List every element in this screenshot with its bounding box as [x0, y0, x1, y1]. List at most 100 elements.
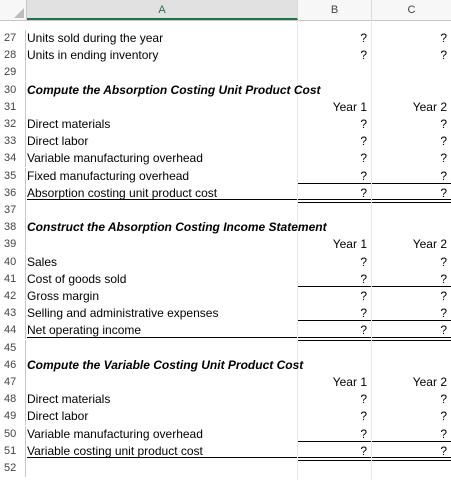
row-number[interactable]: 37	[0, 202, 26, 219]
cell-a[interactable]: Construct the Absorption Costing Income …	[27, 220, 327, 234]
cell-c[interactable]: Year 2	[412, 100, 447, 114]
cell-b[interactable]: ?	[360, 151, 367, 165]
row-number[interactable]: 46	[0, 357, 26, 374]
row-number[interactable]: 31	[0, 99, 26, 116]
row-number[interactable]: 28	[0, 47, 26, 64]
cell-b[interactable]	[298, 82, 371, 99]
cell-a[interactable]: Sales	[27, 255, 58, 269]
cell-a[interactable]: Units sold during the year	[27, 31, 164, 45]
cell-c[interactable]: ?	[440, 255, 447, 269]
cell-a[interactable]: Compute the Variable Costing Unit Produc…	[27, 358, 304, 372]
cell-b[interactable]: Year 1	[332, 375, 367, 389]
cell-b[interactable]: ?	[360, 134, 367, 148]
cell-b[interactable]: ?	[360, 427, 367, 441]
cell-b[interactable]: ?	[360, 409, 367, 423]
cell-a[interactable]: Selling and administrative expenses	[27, 306, 219, 320]
row-number[interactable]: 43	[0, 305, 26, 322]
row-number[interactable]: 36	[0, 185, 26, 202]
cell-b[interactable]: ?	[360, 272, 367, 286]
cell-a[interactable]: Direct labor	[27, 134, 89, 148]
cell-b[interactable]	[298, 219, 371, 236]
cell-b[interactable]: ?	[360, 48, 367, 62]
cell-c[interactable]: ?	[440, 289, 447, 303]
cell-a[interactable]: Variable manufacturing overhead	[27, 427, 203, 441]
cell-c[interactable]	[372, 340, 451, 357]
cell-b[interactable]	[298, 202, 371, 219]
cell-a[interactable]	[27, 374, 297, 391]
cell-b[interactable]: Year 1	[332, 237, 367, 251]
cell-a[interactable]	[27, 202, 297, 219]
cell-a[interactable]: Direct materials	[27, 392, 111, 406]
cell-a[interactable]: Cost of goods sold	[27, 272, 127, 286]
cell-c[interactable]	[372, 357, 451, 374]
cell-b[interactable]	[298, 357, 371, 374]
row-number[interactable]: 48	[0, 391, 26, 408]
cell-c[interactable]: ?	[440, 169, 447, 183]
row-number[interactable]: 30	[0, 82, 26, 99]
cell-a[interactable]	[27, 460, 297, 477]
row-number[interactable]: 49	[0, 408, 26, 425]
cell-a[interactable]: Units in ending inventory	[27, 48, 159, 62]
cell-c[interactable]: ?	[440, 48, 447, 62]
cell-c[interactable]	[372, 64, 451, 81]
cell-c[interactable]: ?	[440, 409, 447, 423]
cell-b[interactable]: ?	[360, 117, 367, 131]
column-header-a[interactable]: A	[27, 0, 298, 20]
row-number[interactable]: 29	[0, 64, 26, 81]
cell-c[interactable]: ?	[440, 117, 447, 131]
select-all-corner[interactable]	[0, 0, 27, 20]
cell-c[interactable]: ?	[440, 134, 447, 148]
row-number[interactable]: 47	[0, 374, 26, 391]
row-number[interactable]: 50	[0, 426, 26, 443]
row-number[interactable]: 27	[0, 30, 26, 47]
cell-a[interactable]: Gross margin	[27, 289, 100, 303]
cell-a[interactable]	[27, 236, 297, 253]
cell-b[interactable]: ?	[360, 392, 367, 406]
cell-a[interactable]: Variable manufacturing overhead	[27, 151, 203, 165]
cell-a[interactable]: Net operating income	[27, 323, 142, 337]
cell-c[interactable]: ?	[440, 186, 447, 200]
row-number[interactable]: 38	[0, 219, 26, 236]
cell-a[interactable]: Absorption costing unit product cost	[27, 186, 218, 200]
cell-c[interactable]: ?	[440, 323, 447, 337]
cell-c[interactable]: ?	[440, 444, 447, 458]
cell-c[interactable]: ?	[440, 427, 447, 441]
row-number[interactable]: 35	[0, 168, 26, 185]
cell-a[interactable]: Direct labor	[27, 409, 89, 423]
cell-a[interactable]: Direct materials	[27, 117, 111, 131]
row-number[interactable]: 51	[0, 443, 26, 460]
cell-c[interactable]	[372, 202, 451, 219]
row-number[interactable]: 52	[0, 460, 26, 477]
cell-a[interactable]	[27, 340, 297, 357]
cell-a[interactable]: Compute the Absorption Costing Unit Prod…	[27, 83, 321, 97]
cell-b[interactable]: ?	[360, 186, 367, 200]
cell-b[interactable]: ?	[360, 255, 367, 269]
row-number[interactable]: 42	[0, 288, 26, 305]
column-header-c[interactable]: C	[372, 0, 451, 20]
cell-b[interactable]	[298, 340, 371, 357]
cell-b[interactable]	[298, 64, 371, 81]
cell-b[interactable]: ?	[360, 444, 367, 458]
cell-b[interactable]	[298, 460, 371, 477]
row-number[interactable]: 41	[0, 271, 26, 288]
cell-a[interactable]: Fixed manufacturing overhead	[27, 169, 190, 183]
row-number[interactable]: 45	[0, 340, 26, 357]
cell-c[interactable]: ?	[440, 151, 447, 165]
column-header-b[interactable]: B	[298, 0, 372, 20]
cell-a[interactable]	[27, 99, 297, 116]
cell-c[interactable]	[372, 82, 451, 99]
cell-a[interactable]: Variable costing unit product cost	[27, 444, 203, 458]
cell-c[interactable]: ?	[440, 272, 447, 286]
cell-c[interactable]: ?	[440, 31, 447, 45]
cell-c[interactable]: Year 2	[412, 237, 447, 251]
cell-b[interactable]: ?	[360, 31, 367, 45]
cell-c[interactable]	[372, 219, 451, 236]
row-number[interactable]: 44	[0, 322, 26, 339]
cell-c[interactable]: Year 2	[412, 375, 447, 389]
row-number[interactable]: 39	[0, 236, 26, 253]
cell-b[interactable]: ?	[360, 323, 367, 337]
cell-b[interactable]: ?	[360, 306, 367, 320]
row-number[interactable]: 34	[0, 150, 26, 167]
row-number[interactable]: 32	[0, 116, 26, 133]
cell-c[interactable]	[372, 460, 451, 477]
